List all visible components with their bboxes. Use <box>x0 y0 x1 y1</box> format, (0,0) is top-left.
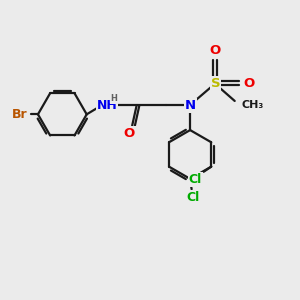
Text: S: S <box>211 76 220 90</box>
Text: Cl: Cl <box>187 191 200 204</box>
Text: Br: Br <box>12 108 28 121</box>
Text: O: O <box>243 76 254 90</box>
Text: H: H <box>110 94 117 103</box>
Text: NH: NH <box>97 99 117 112</box>
Text: N: N <box>184 99 196 112</box>
Text: Cl: Cl <box>189 173 202 186</box>
Text: O: O <box>210 44 221 57</box>
Text: O: O <box>124 128 135 140</box>
Text: CH₃: CH₃ <box>241 100 263 110</box>
